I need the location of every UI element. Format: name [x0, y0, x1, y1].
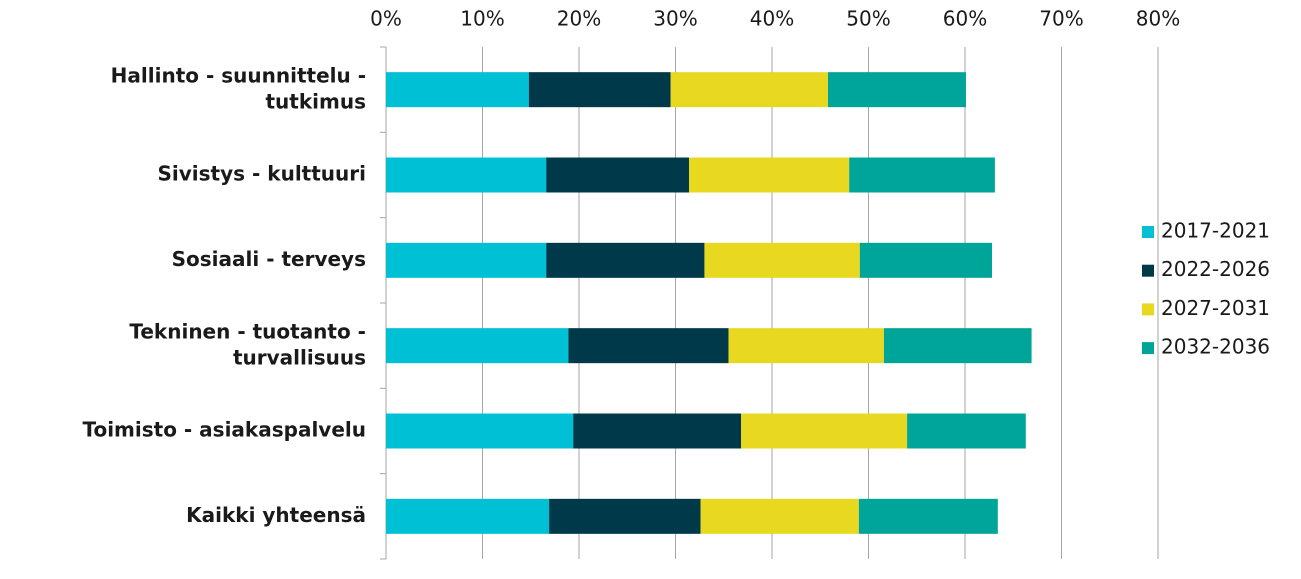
bar-segment	[549, 498, 701, 534]
x-tick-label: 20%	[557, 7, 601, 31]
bar-segment	[386, 157, 547, 193]
legend-swatch	[1142, 303, 1154, 316]
y-tick-label: Kaikki yhteensä	[186, 503, 366, 527]
y-tick-label: Hallinto - suunnittelu -tutkimus	[111, 63, 366, 113]
bar-segment	[858, 498, 998, 534]
bar-segment	[907, 413, 1026, 449]
bar-segment	[883, 328, 1032, 364]
x-tick-label: 30%	[653, 7, 697, 31]
y-tick-label: Sosiaali - terveys	[172, 247, 366, 271]
bar-segment	[573, 413, 742, 449]
legend-label: 2017-2021	[1161, 219, 1270, 243]
legend-label: 2032-2036	[1161, 335, 1270, 359]
bar-segment	[386, 72, 529, 108]
bar-segment	[386, 242, 547, 278]
bar-segment	[528, 72, 671, 108]
bar-segment	[704, 242, 860, 278]
x-tick-label: 50%	[846, 7, 890, 31]
bar-segment	[728, 328, 884, 364]
bar-segment	[386, 328, 569, 364]
bar-segment	[849, 157, 995, 193]
bar-segment	[700, 498, 859, 534]
legend-label: 2027-2031	[1161, 296, 1270, 320]
y-tick-label: Tekninen - tuotanto -turvallisuus	[129, 319, 366, 369]
bar-segment	[859, 242, 993, 278]
bar-segment	[670, 72, 828, 108]
bar-segment	[386, 498, 550, 534]
legend-swatch	[1142, 226, 1154, 238]
bar-segment	[689, 157, 850, 193]
x-tick-label: 40%	[750, 7, 794, 31]
y-tick-label: Sivistys - kulttuuri	[158, 162, 367, 186]
x-tick-label: 70%	[1039, 7, 1083, 31]
bar-segment	[546, 242, 705, 278]
bar-segment	[546, 157, 690, 193]
bar-segment	[568, 328, 729, 364]
x-tick-label: 80%	[1136, 7, 1180, 31]
legend-swatch	[1142, 264, 1154, 277]
x-tick-label: 60%	[943, 7, 987, 31]
x-tick-label: 0%	[370, 7, 402, 31]
bar-segment	[386, 413, 574, 449]
legend-swatch	[1142, 342, 1154, 355]
y-tick-label: Toimisto - asiakaspalvelu	[82, 418, 366, 442]
bar-segment	[827, 72, 966, 108]
bar-segment	[741, 413, 908, 449]
legend-label: 2022-2026	[1161, 257, 1270, 281]
x-tick-label: 10%	[460, 7, 504, 31]
